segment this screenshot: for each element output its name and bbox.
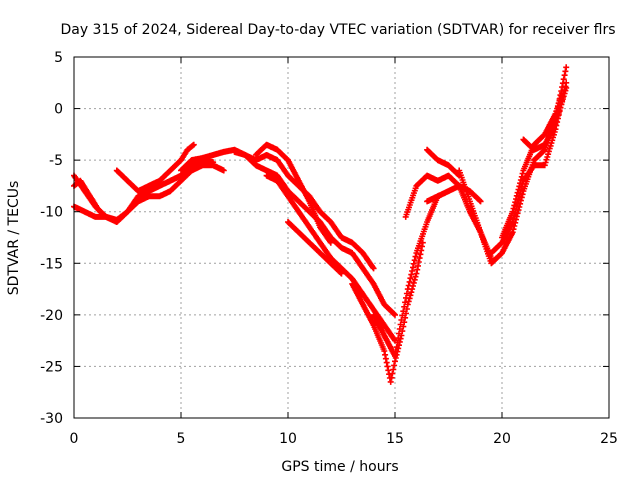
data-series	[520, 84, 570, 153]
x-tick-label: 25	[600, 431, 618, 447]
plus-markers	[456, 64, 570, 267]
data-marks	[71, 64, 570, 385]
data-series	[424, 146, 463, 179]
x-tick-label: 5	[177, 431, 186, 447]
plus-markers	[252, 141, 334, 246]
plus-markers	[520, 84, 570, 153]
y-tick-label: -5	[49, 153, 63, 169]
data-series	[370, 193, 441, 360]
plus-markers	[285, 219, 345, 277]
data-series	[231, 148, 398, 318]
x-tick-label: 10	[279, 431, 297, 447]
plus-markers	[263, 172, 398, 344]
plus-markers	[370, 193, 441, 360]
x-axis-label: GPS time / hours	[281, 459, 398, 475]
x-tick-label: 0	[70, 431, 79, 447]
y-tick-label: -25	[40, 359, 63, 375]
plot-frame	[73, 56, 610, 419]
y-axis-label: SDTVAR / TECUs	[6, 181, 22, 296]
y-tick-label: -30	[40, 411, 63, 427]
y-tick-label: -20	[40, 308, 63, 324]
axis-ticks: 0 5 10 15 20 25 -30 -25 -20 -15 -10 -5 0 5	[40, 50, 618, 447]
plus-markers	[349, 239, 426, 385]
x-tick-label: 20	[493, 431, 511, 447]
plus-markers	[499, 90, 565, 241]
data-series	[263, 172, 398, 344]
plus-markers	[113, 141, 197, 195]
y-tick-label: -10	[40, 205, 63, 221]
data-series	[349, 239, 426, 385]
data-series	[499, 90, 565, 241]
data-series	[113, 141, 197, 195]
y-tick-label: 5	[54, 50, 63, 66]
data-series	[285, 219, 345, 277]
plus-markers	[424, 182, 484, 205]
grid	[74, 57, 609, 418]
y-tick-label: -15	[40, 256, 63, 272]
x-tick-label: 15	[386, 431, 404, 447]
plus-markers	[231, 148, 398, 318]
data-series	[456, 64, 570, 267]
data-series	[424, 182, 484, 205]
y-tick-label: 0	[54, 102, 63, 118]
plus-markers	[424, 146, 463, 179]
chart-title: Day 315 of 2024, Sidereal Day-to-day VTE…	[60, 22, 615, 38]
data-series	[252, 141, 334, 246]
